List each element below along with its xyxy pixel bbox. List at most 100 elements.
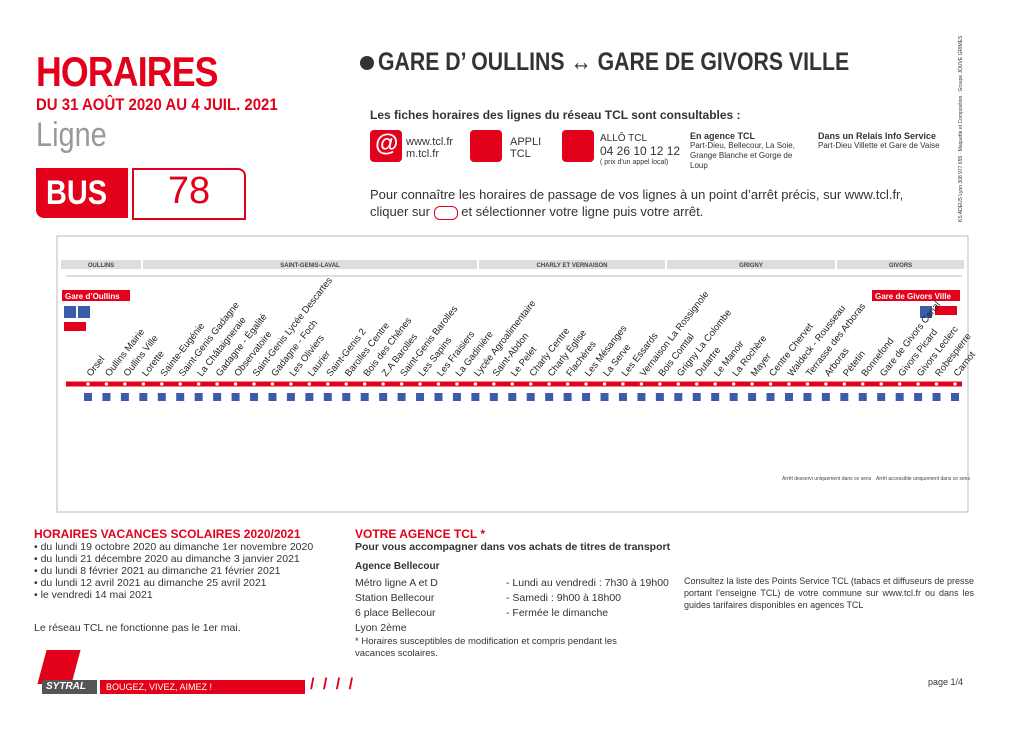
mobile-url: m.tcl.fr <box>406 148 439 160</box>
stop-dot <box>214 381 220 387</box>
access-icon <box>194 393 203 401</box>
vacances-item: du lundi 8 février 2021 au dimanche 21 f… <box>34 565 313 577</box>
access-icon <box>655 393 664 401</box>
stop-dot <box>103 381 110 387</box>
access-icon <box>840 393 849 401</box>
stop-dot <box>564 381 571 387</box>
bus-badge <box>36 168 128 218</box>
stop-dot <box>767 381 774 387</box>
stop-dot <box>675 381 681 387</box>
relais: Dans un Relais Info Service Part-Dieu Vi… <box>818 131 958 151</box>
access-icon <box>360 393 369 401</box>
access-icon <box>951 393 959 401</box>
hours-line: - Fermée le dimanche <box>506 607 609 619</box>
zone-label: SAINT-GENIS-LAVAL <box>280 263 340 269</box>
stop-dot <box>380 381 386 387</box>
stop-dot <box>915 381 921 387</box>
access-icon <box>766 393 775 401</box>
stop-dot <box>140 381 147 387</box>
vacances-title: HORAIRES VACANCES SCOLAIRES 2020/2021 <box>34 527 301 541</box>
access-icon <box>600 393 609 401</box>
zone-label: GRIGNY <box>739 263 763 269</box>
access-icon <box>305 393 314 401</box>
info-intro: Les fiches horaires des lignes du réseau… <box>370 108 741 122</box>
zone-band <box>667 260 835 269</box>
address-line: Station Bellecour <box>355 592 435 604</box>
access-icon <box>64 306 76 318</box>
route-from: GARE D’ OULLINS <box>378 48 565 76</box>
agence-hours: - Lundi au vendredi : 7h30 à 19h00 - Same… <box>506 576 669 621</box>
stop-dot <box>454 381 460 387</box>
allo-label: ALLÔ TCL <box>600 133 648 144</box>
stop-dot <box>343 381 349 387</box>
web: www.tcl.fr m.tcl.fr <box>406 136 453 160</box>
stop-dot <box>159 381 165 387</box>
map-frame <box>56 235 969 513</box>
at-sign: @ <box>375 130 399 157</box>
stop-dot <box>269 381 276 387</box>
howto: Pour connaître les horaires de passage d… <box>370 186 903 220</box>
zone-band <box>837 260 964 269</box>
stop-dot <box>251 381 257 387</box>
stop-dot <box>601 381 608 387</box>
access-icon <box>213 393 222 401</box>
vacances-item: le vendredi 14 mai 2021 <box>34 589 313 601</box>
stop-dot <box>85 381 91 387</box>
access-icon <box>545 393 554 401</box>
parking-icon <box>78 306 90 318</box>
relais-text: Part-Dieu Villette et Gare de Vaise <box>818 141 940 150</box>
stop-dot <box>620 381 626 387</box>
hours-line: - Lundi au vendredi : 7h30 à 19h00 <box>506 577 669 589</box>
stop-dot <box>749 381 755 387</box>
agence-tcl-title: VOTRE AGENCE TCL * <box>355 527 486 541</box>
relais-title: Dans un Relais Info Service <box>818 131 937 141</box>
legend-1: Arrêt desservi uniquement dans ce sens <box>782 476 872 482</box>
stop-dot <box>878 381 884 387</box>
stop-dot <box>288 381 294 387</box>
access-icon <box>858 393 867 401</box>
slogan-bg <box>100 680 305 694</box>
access-icon <box>268 393 277 401</box>
access-icon <box>692 393 701 401</box>
howto-2a: cliquer sur <box>370 204 430 219</box>
agence-address: Métro ligne A et D Station Bellecour 6 pla… <box>355 576 438 636</box>
zone-band <box>479 260 665 269</box>
access-icon <box>803 393 812 401</box>
stop-dot <box>933 381 940 387</box>
stop-dot <box>491 381 497 387</box>
hours-line: - Samedi : 9h00 à 18h00 <box>506 592 621 604</box>
access-icon <box>582 393 591 401</box>
access-icon <box>157 393 166 401</box>
allo: ALLÔ TCL 04 26 10 12 12 ( prix d'un appe… <box>600 133 680 169</box>
app-label: APPLI <box>510 136 542 148</box>
access-icon <box>784 393 793 401</box>
phone-icon <box>562 130 594 162</box>
stripes: / / / / <box>310 676 356 693</box>
web-icon <box>370 130 402 162</box>
access-icon <box>176 393 185 401</box>
page-number: page 1/4 <box>928 677 964 687</box>
zone-band <box>61 260 141 269</box>
access-icon <box>379 393 388 401</box>
stop-dot <box>952 381 958 387</box>
agence-text: Part-Dieu, Bellecour, La Soie, Grange Bl… <box>690 141 795 170</box>
access-icon <box>729 393 738 401</box>
sytral-bg <box>42 680 97 694</box>
stop-dot <box>232 381 239 387</box>
access-icon <box>323 393 332 401</box>
access-icon <box>416 393 425 401</box>
bus-mode: BUS <box>46 174 108 212</box>
vacances-item: du lundi 21 décembre 2020 au dimanche 3 … <box>34 553 313 565</box>
stop-dot <box>860 381 866 387</box>
points-service: Consultez la liste des Points Service TC… <box>684 576 974 610</box>
access-icon <box>342 393 351 401</box>
stop-dot <box>435 381 442 387</box>
stop-dot <box>362 381 368 387</box>
app: APPLI TCL <box>510 136 541 160</box>
agence: En agence TCL Part-Dieu, Bellecour, La S… <box>690 131 810 171</box>
agence-title: En agence TCL <box>690 131 756 141</box>
access-icon <box>932 393 941 401</box>
stop-dot <box>417 381 423 387</box>
access-icon <box>563 393 572 401</box>
